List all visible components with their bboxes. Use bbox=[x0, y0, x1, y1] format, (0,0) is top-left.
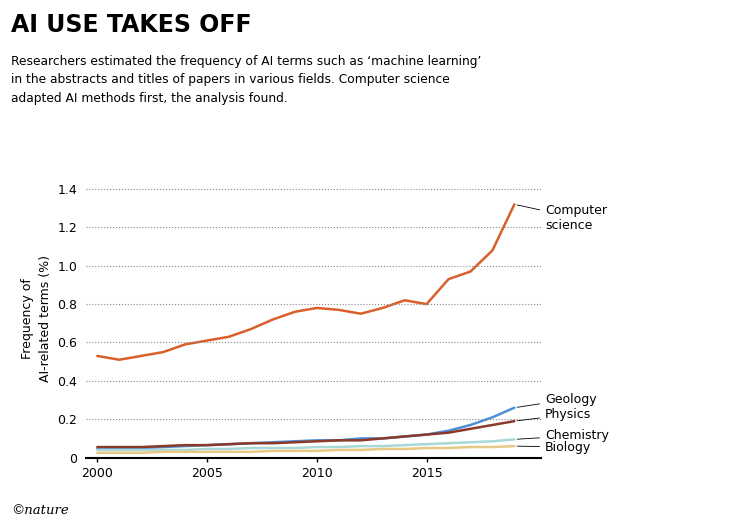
Text: Researchers estimated the frequency of AI terms such as ‘machine learning’
in th: Researchers estimated the frequency of A… bbox=[11, 55, 481, 105]
Text: Biology: Biology bbox=[517, 440, 591, 453]
Y-axis label: Frequency of
AI-related terms (%): Frequency of AI-related terms (%) bbox=[21, 255, 52, 382]
Text: AI USE TAKES OFF: AI USE TAKES OFF bbox=[11, 13, 252, 37]
Text: Chemistry: Chemistry bbox=[517, 429, 609, 442]
Text: Geology: Geology bbox=[517, 393, 597, 407]
Text: Computer
science: Computer science bbox=[517, 204, 607, 232]
Text: ©nature: ©nature bbox=[11, 504, 69, 517]
Text: Physics: Physics bbox=[517, 408, 591, 421]
